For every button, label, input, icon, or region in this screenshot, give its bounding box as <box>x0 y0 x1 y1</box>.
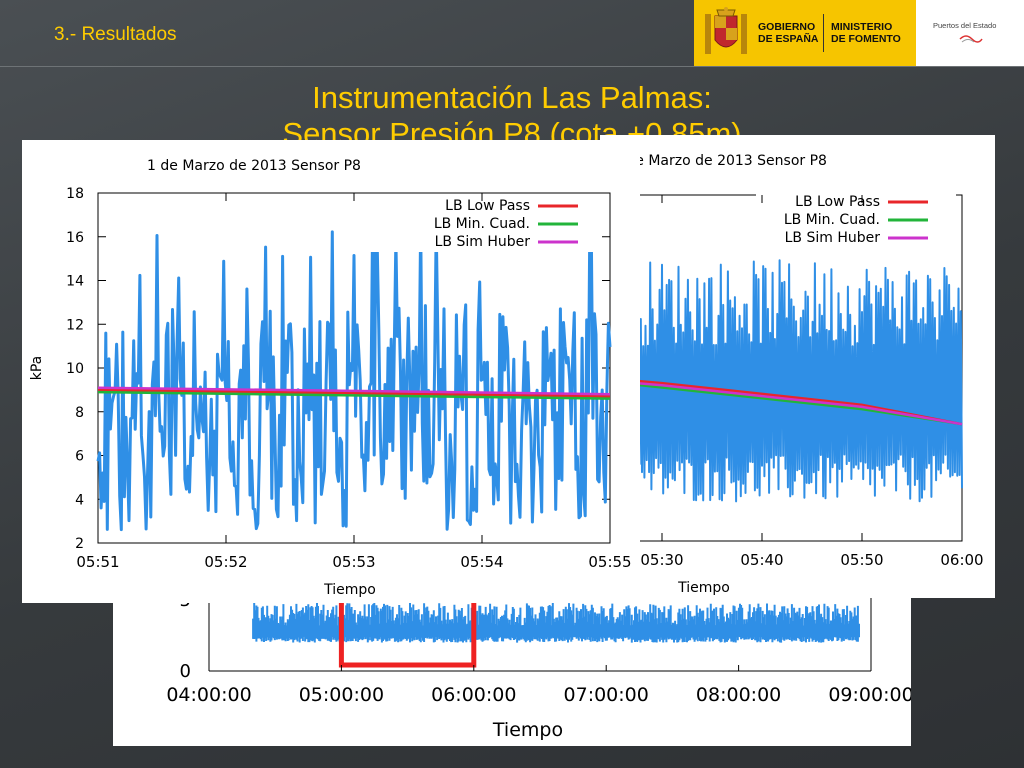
back-x-tick-label: 05:00:00 <box>299 684 384 706</box>
chart-front-x-axis-label: Tiempo <box>323 582 376 598</box>
legend-label: LB Sim Huber <box>435 234 531 250</box>
back-x-axis-label: Tiempo <box>492 719 563 741</box>
chart-panel-front: 1 de Marzo de 2013 Sensor P8 2 4 6 8 10 12 14 16… <box>22 140 640 603</box>
legend-label: LB Sim Huber <box>785 230 881 246</box>
back-y-tick-label: 0 <box>180 661 191 682</box>
x-tick-label: 05:53 <box>332 553 375 571</box>
header-divider <box>0 66 1024 67</box>
section-title: 3.- Resultados <box>54 24 177 45</box>
y-tick-label: 8 <box>75 405 84 421</box>
y-tick-label: 4 <box>75 492 84 508</box>
x-tick-label: 05:54 <box>460 553 503 571</box>
puertos-estado-text: Puertos del Estado <box>933 21 997 30</box>
y-tick-label: 18 <box>66 186 84 202</box>
chart-front-series-raw <box>96 219 612 532</box>
legend-label: LB Min. Cuad. <box>784 212 880 228</box>
y-tick-label: 10 <box>66 361 84 377</box>
chart-back: 0504:00:0005:00:0006:00:0007:00:0008:00:… <box>166 560 914 741</box>
chart-front-line-min-cuad <box>97 390 611 400</box>
legend-label: LB Min. Cuad. <box>434 216 530 232</box>
back-x-tick-label: 06:00:00 <box>431 684 516 706</box>
back-series-raw <box>252 602 860 643</box>
x-tick-label: 05:51 <box>76 553 119 571</box>
y-tick-label: 6 <box>75 449 84 465</box>
slide-title: Instrumentación Las Palmas: <box>312 80 712 115</box>
y-tick-label: 12 <box>66 317 84 333</box>
puertos-estado-logo-icon <box>959 35 983 43</box>
chart-panel-right: 1 de Marzo de 2013 Sensor P8 LB Low Pass L… <box>561 135 995 598</box>
coat-of-arms-icon <box>705 7 747 54</box>
x-tick-label: 05:55 <box>588 553 631 571</box>
legend-label: LB Low Pass <box>795 194 880 210</box>
back-x-tick-label: 04:00:00 <box>166 684 251 706</box>
chart-right-title: 1 de Marzo de 2013 Sensor P8 <box>613 153 827 169</box>
chart-front-title: 1 de Marzo de 2013 Sensor P8 <box>147 158 361 174</box>
chart-front-y-axis-label: kPa <box>29 356 45 381</box>
chart-front: 1 de Marzo de 2013 Sensor P8 2 4 6 8 10 12 14 16… <box>29 158 632 598</box>
chart-right-series-raw <box>561 259 963 503</box>
y-tick-label: 14 <box>66 274 84 290</box>
logo-separator <box>823 14 824 52</box>
chart-front-line-low-pass <box>97 388 611 398</box>
back-x-tick-label: 09:00:00 <box>828 684 911 706</box>
chart-right-x-axis-label: Tiempo <box>677 580 730 596</box>
ministerio-fomento-text: MINISTERIO DE FOMENTO <box>831 21 901 45</box>
x-tick-label: 05:40 <box>740 551 783 569</box>
x-tick-label: 05:50 <box>840 551 883 569</box>
chart-right: 1 de Marzo de 2013 Sensor P8 LB Low Pass L… <box>561 153 984 596</box>
back-highlight-box <box>338 600 477 668</box>
back-x-tick-label: 08:00:00 <box>696 684 781 706</box>
x-tick-label: 05:30 <box>640 551 683 569</box>
chart-front-line-sim-huber <box>97 386 611 396</box>
x-tick-label: 06:00 <box>940 551 983 569</box>
back-x-tick-label: 07:00:00 <box>564 684 649 706</box>
gobierno-espana-text: GOBIERNO DE ESPAÑA <box>758 21 819 45</box>
legend-label: LB Low Pass <box>445 198 530 214</box>
y-tick-label: 2 <box>75 536 84 552</box>
y-tick-label: 16 <box>66 230 84 246</box>
x-tick-label: 05:52 <box>204 553 247 571</box>
